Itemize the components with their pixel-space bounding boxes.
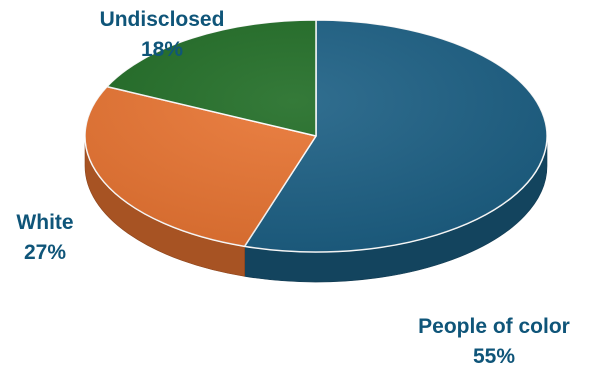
data-label-people-of-color: People of color 55% <box>388 312 600 372</box>
pie-top-shading <box>85 20 547 252</box>
data-label-undisclosed: Undisclosed 18% <box>62 5 262 65</box>
data-label-white: White 27% <box>0 208 100 268</box>
pie-tops <box>84 19 548 253</box>
slice-name: People of color <box>418 315 570 338</box>
slice-name: White <box>16 211 74 234</box>
slice-name: Undisclosed <box>99 8 225 31</box>
slice-value: 18% <box>140 38 184 61</box>
slice-value: 27% <box>23 241 67 264</box>
slice-value: 55% <box>472 345 516 368</box>
